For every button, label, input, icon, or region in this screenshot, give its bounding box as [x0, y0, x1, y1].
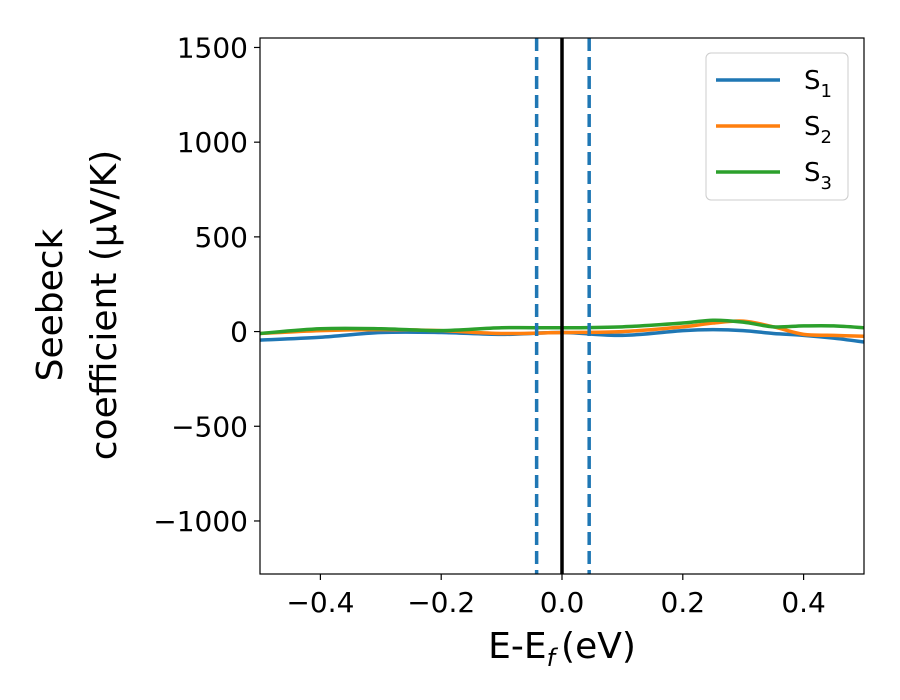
- y-tick-label: −1000: [153, 505, 248, 538]
- legend: S1 S2 S3: [705, 52, 849, 201]
- x-axis-label-subscript: f: [547, 644, 559, 672]
- y-axis-label: Seebeck coefficient (μV/K): [30, 150, 125, 460]
- x-axis-label-main: E-E: [488, 626, 546, 667]
- y-tick-label: 500: [195, 221, 248, 254]
- x-tick-label: −0.4: [286, 586, 354, 619]
- plot-lines: [260, 38, 864, 574]
- y-tick-label: 0: [230, 316, 248, 349]
- y-axis-ticks: −1000 −500 0 500 1000 1500: [153, 31, 260, 538]
- x-tick-label: 0.0: [540, 586, 585, 619]
- x-axis-label: E-Ef (eV): [488, 626, 636, 672]
- x-tick-label: 0.2: [661, 586, 706, 619]
- legend-label-s2: S2: [804, 112, 832, 148]
- x-axis-label-unit: (eV): [561, 626, 636, 667]
- legend-label-s3: S3: [804, 158, 832, 194]
- legend-label-s1: S1: [804, 66, 832, 102]
- y-axis-label-line1: Seebeck: [30, 228, 71, 381]
- y-tick-label: −500: [171, 410, 248, 443]
- x-tick-label: −0.2: [407, 586, 475, 619]
- y-axis-label-line2: coefficient (μV/K): [84, 150, 125, 460]
- plot-area: [260, 38, 864, 574]
- series-line-s3: [260, 318, 864, 336]
- y-tick-label: 1000: [177, 126, 248, 159]
- x-tick-label: 0.4: [781, 586, 826, 619]
- y-tick-label: 1500: [177, 31, 248, 64]
- x-axis-ticks: −0.4 −0.2 0.0 0.2 0.4: [286, 574, 826, 619]
